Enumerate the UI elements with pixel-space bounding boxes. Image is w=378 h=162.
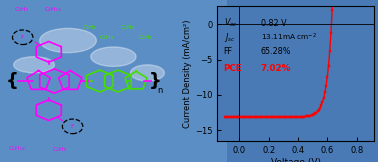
Text: $V_{oc}$: $V_{oc}$	[224, 17, 238, 29]
Y-axis label: Current Density (mA/cm²): Current Density (mA/cm²)	[183, 19, 192, 128]
Text: PCE: PCE	[224, 64, 242, 73]
Text: FF: FF	[224, 47, 233, 56]
Text: F: F	[71, 124, 74, 129]
Text: n: n	[157, 86, 163, 95]
Text: }: }	[149, 72, 162, 90]
Text: 0.82 V: 0.82 V	[261, 19, 287, 28]
Ellipse shape	[14, 57, 54, 73]
Text: 7.02%: 7.02%	[261, 64, 291, 73]
Text: $J_{sc}$: $J_{sc}$	[224, 31, 235, 44]
Text: C₂H₅: C₂H₅	[138, 35, 152, 40]
Text: C₆H₁₃: C₆H₁₃	[45, 6, 62, 12]
Text: C₄H₉: C₄H₉	[99, 35, 114, 40]
Text: C₆H₁₃: C₆H₁₃	[9, 146, 25, 151]
Text: C₄H₉: C₄H₉	[121, 25, 135, 30]
Ellipse shape	[91, 47, 136, 66]
Text: C₂H₅: C₂H₅	[82, 25, 97, 30]
Ellipse shape	[40, 28, 96, 53]
Ellipse shape	[130, 65, 164, 81]
Text: 13.11mA cm$^{-2}$: 13.11mA cm$^{-2}$	[261, 31, 317, 43]
Text: F: F	[21, 35, 25, 40]
Text: C₂H₅: C₂H₅	[14, 6, 29, 12]
Text: C₄H₉: C₄H₉	[53, 147, 67, 152]
X-axis label: Voltage (V): Voltage (V)	[271, 158, 321, 162]
Text: {: {	[6, 72, 19, 90]
Text: 65.28%: 65.28%	[261, 47, 291, 56]
